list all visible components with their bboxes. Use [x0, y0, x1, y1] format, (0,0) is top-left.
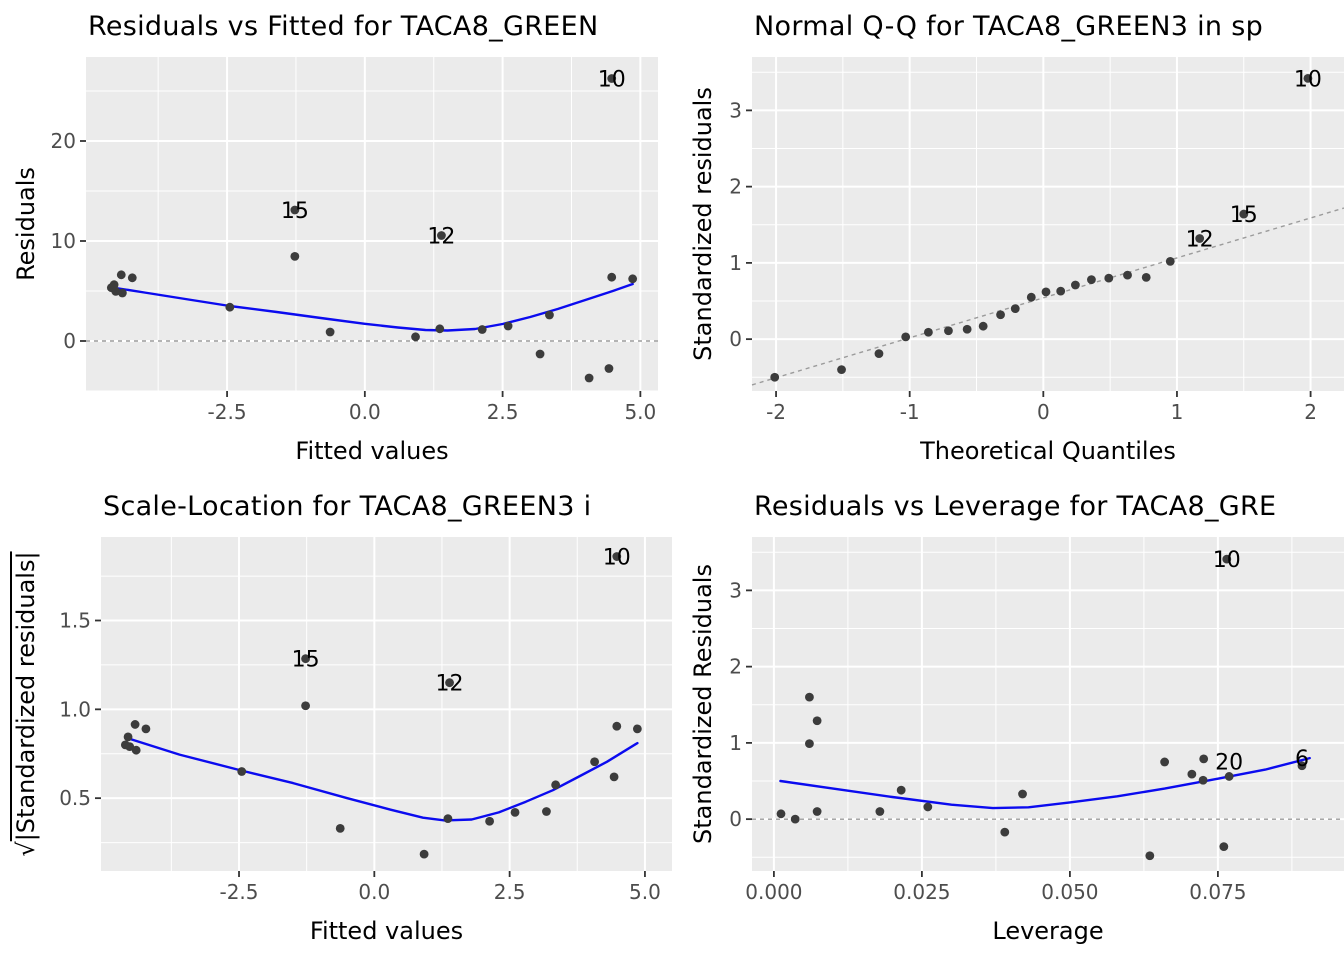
svg-text:2: 2: [1304, 400, 1317, 424]
x-axis-title: Fitted values: [295, 437, 449, 465]
svg-text:10: 10: [603, 546, 631, 571]
chart-normal-qq: Normal Q-Q for TACA8_GREEN3 in sp Standa…: [672, 0, 1344, 480]
svg-text:0.000: 0.000: [745, 880, 802, 904]
svg-text:12: 12: [1186, 227, 1214, 252]
svg-text:0: 0: [729, 327, 742, 351]
svg-text:0.075: 0.075: [1189, 880, 1246, 904]
svg-text:1.0: 1.0: [59, 697, 91, 721]
svg-text:20: 20: [51, 129, 76, 153]
svg-text:5.0: 5.0: [629, 880, 661, 904]
svg-text:15: 15: [281, 199, 309, 224]
svg-text:15: 15: [1230, 203, 1258, 228]
svg-text:0: 0: [729, 807, 742, 831]
svg-text:3: 3: [729, 578, 742, 602]
svg-text:1.5: 1.5: [59, 609, 91, 633]
chart-title: Residuals vs Leverage for TACA8_GRE: [754, 491, 1277, 522]
svg-text:2: 2: [729, 175, 742, 199]
svg-text:10: 10: [51, 229, 76, 253]
svg-text:10: 10: [598, 68, 626, 93]
svg-text:5.0: 5.0: [624, 400, 656, 424]
chart-title: Scale-Location for TACA8_GREEN3 i: [103, 491, 592, 522]
svg-text:12: 12: [427, 225, 455, 250]
svg-text:1: 1: [729, 251, 742, 275]
svg-text:1: 1: [729, 731, 742, 755]
scale-location-plot-area: 15 12 10 -2.5 0.0 2.5 5.0 0.5 1.0 1.5: [59, 537, 672, 904]
svg-text:1: 1: [1171, 400, 1184, 424]
svg-text:2.5: 2.5: [494, 880, 526, 904]
svg-text:2: 2: [729, 655, 742, 679]
svg-text:-1: -1: [900, 400, 920, 424]
residuals-vs-fitted-plot-area: 15 12 10 -2.5 0.0 2.5 5.0 0 10 20: [51, 57, 658, 424]
svg-text:0: 0: [1037, 400, 1050, 424]
svg-text:0.050: 0.050: [1041, 880, 1098, 904]
svg-text:20: 20: [1215, 750, 1243, 775]
chart-title: Residuals vs Fitted for TACA8_GREEN: [88, 11, 599, 42]
chart-residuals-vs-leverage: Residuals vs Leverage for TACA8_GRE Stan…: [672, 480, 1344, 960]
chart-residuals-vs-fitted: Residuals vs Fitted for TACA8_GREEN Resi…: [0, 0, 672, 480]
x-axis-title: Leverage: [992, 917, 1104, 945]
chart-scale-location: Scale-Location for TACA8_GREEN3 i √|Stan…: [0, 480, 672, 960]
svg-text:0.025: 0.025: [893, 880, 950, 904]
svg-text:0.0: 0.0: [349, 400, 381, 424]
svg-text:-2.5: -2.5: [208, 400, 247, 424]
residuals-vs-leverage-plot-area: 10 20 6 0.000 0.025 0.050 0.075 0 1 2 3: [729, 537, 1344, 904]
svg-text:0.0: 0.0: [358, 880, 390, 904]
svg-text:-2.5: -2.5: [219, 880, 258, 904]
svg-text:10: 10: [1294, 67, 1322, 92]
svg-text:2.5: 2.5: [487, 400, 519, 424]
x-axis-title: Theoretical Quantiles: [920, 437, 1176, 465]
svg-text:6: 6: [1295, 747, 1309, 772]
svg-text:3: 3: [729, 98, 742, 122]
svg-text:10: 10: [1213, 548, 1241, 573]
svg-text:12: 12: [436, 672, 464, 697]
svg-text:-2: -2: [766, 400, 786, 424]
svg-text:15: 15: [292, 648, 320, 673]
svg-text:0.5: 0.5: [59, 786, 91, 810]
svg-text:0: 0: [63, 329, 76, 353]
chart-title: Normal Q-Q for TACA8_GREEN3 in sp: [754, 11, 1264, 42]
x-axis-title: Fitted values: [309, 917, 464, 945]
